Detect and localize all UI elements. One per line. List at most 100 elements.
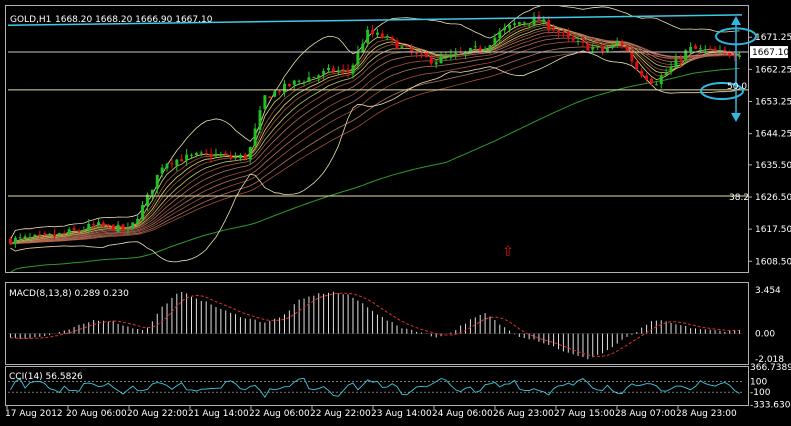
candle xyxy=(512,20,516,28)
candle-body xyxy=(283,83,286,93)
candle-body xyxy=(385,36,389,38)
candle xyxy=(92,221,96,229)
candle-body xyxy=(508,24,512,29)
candle xyxy=(116,221,120,233)
candle-body xyxy=(601,46,605,51)
candle xyxy=(601,43,605,56)
candle-body xyxy=(415,53,419,55)
candle-body xyxy=(669,67,673,72)
candle xyxy=(708,45,712,51)
candle-body xyxy=(420,53,423,55)
y-tick-label: 1617.50 xyxy=(755,225,791,235)
candle xyxy=(28,233,32,241)
candle-body xyxy=(13,237,17,244)
candle xyxy=(199,150,203,157)
candle xyxy=(224,150,228,156)
cci-tick-label: 366.7389 xyxy=(750,363,791,373)
candle-body xyxy=(698,48,702,50)
candle-body xyxy=(253,128,257,146)
candle xyxy=(503,23,507,34)
y-tick-label: 1626.50 xyxy=(755,193,791,203)
candle xyxy=(194,151,198,158)
candle-body xyxy=(586,43,590,51)
chart-symbol: GOLD,H1 xyxy=(10,15,51,25)
candle xyxy=(23,234,27,243)
chart-ohlc: 1668.20 1668.20 1666.90 1667.10 xyxy=(55,15,213,25)
candle xyxy=(145,192,149,211)
candle-body xyxy=(131,222,135,229)
candle xyxy=(263,95,267,110)
candle-body xyxy=(126,227,130,229)
candle-body xyxy=(429,56,433,64)
candle xyxy=(287,83,291,88)
candle xyxy=(238,153,242,162)
y-tick-label: 1635.50 xyxy=(755,161,791,171)
candle-body xyxy=(498,31,502,39)
candle xyxy=(684,48,688,64)
candle-body xyxy=(331,68,335,72)
candle xyxy=(131,222,135,230)
candle-body xyxy=(111,224,115,231)
candle xyxy=(552,23,556,33)
ribbon-ma-4 xyxy=(10,20,740,245)
candle-body xyxy=(400,46,404,48)
candle xyxy=(371,24,375,38)
candle-body xyxy=(38,234,42,236)
candle xyxy=(268,95,272,98)
candle xyxy=(136,215,140,226)
candle-body xyxy=(630,51,634,62)
candle-body xyxy=(82,229,86,231)
candle-body xyxy=(297,80,301,82)
y-tick-label: 1653.25 xyxy=(755,98,791,108)
candle-body xyxy=(224,153,228,155)
candle-body xyxy=(723,49,727,52)
candle xyxy=(420,50,423,59)
range-down-arrow-icon xyxy=(731,113,741,122)
candle-body xyxy=(121,224,125,230)
candle xyxy=(258,105,262,134)
candle xyxy=(209,148,213,163)
candle-body xyxy=(547,20,551,30)
cci-tick-label: 100 xyxy=(750,377,767,387)
candle xyxy=(219,151,223,159)
y-tick-label: 1671.25 xyxy=(755,33,791,43)
candle xyxy=(694,43,697,50)
candle xyxy=(214,148,218,158)
candle-body xyxy=(605,48,609,52)
fib-level-50-label: 50.0 xyxy=(727,82,747,92)
candle xyxy=(341,64,345,76)
candle-body xyxy=(28,237,32,239)
x-tick-label: 20 Aug 06:00 xyxy=(66,409,127,419)
candle xyxy=(459,46,463,54)
candle xyxy=(733,51,737,62)
candle-body xyxy=(645,75,649,80)
candle xyxy=(8,237,12,245)
candle xyxy=(18,233,22,242)
candle-body xyxy=(356,51,360,65)
annotation-ellipse-bottom xyxy=(700,81,744,100)
candle-body xyxy=(312,76,316,78)
candle xyxy=(581,36,585,48)
candle-body xyxy=(199,152,203,154)
candle-body xyxy=(444,56,448,58)
candle xyxy=(650,77,653,86)
candle-body xyxy=(57,233,61,236)
candle-body xyxy=(273,91,277,97)
candle-body xyxy=(478,47,482,51)
ribbon-ma-8 xyxy=(10,22,740,245)
candle-body xyxy=(346,69,350,73)
macd-title: MACD(8,13,8) 0.289 0.230 xyxy=(9,289,129,299)
candle-body xyxy=(302,81,306,83)
candle xyxy=(43,231,47,236)
candle-body xyxy=(145,194,149,206)
candle-body xyxy=(434,62,438,65)
candle-body xyxy=(581,40,585,43)
candle-body xyxy=(72,228,76,230)
candle-body xyxy=(268,96,272,98)
candle-body xyxy=(23,236,27,238)
candle xyxy=(571,33,575,43)
candle xyxy=(101,220,105,228)
up-arrow-icon: ⇧ xyxy=(502,244,514,260)
candle-body xyxy=(620,42,624,46)
candle-body xyxy=(503,27,507,31)
